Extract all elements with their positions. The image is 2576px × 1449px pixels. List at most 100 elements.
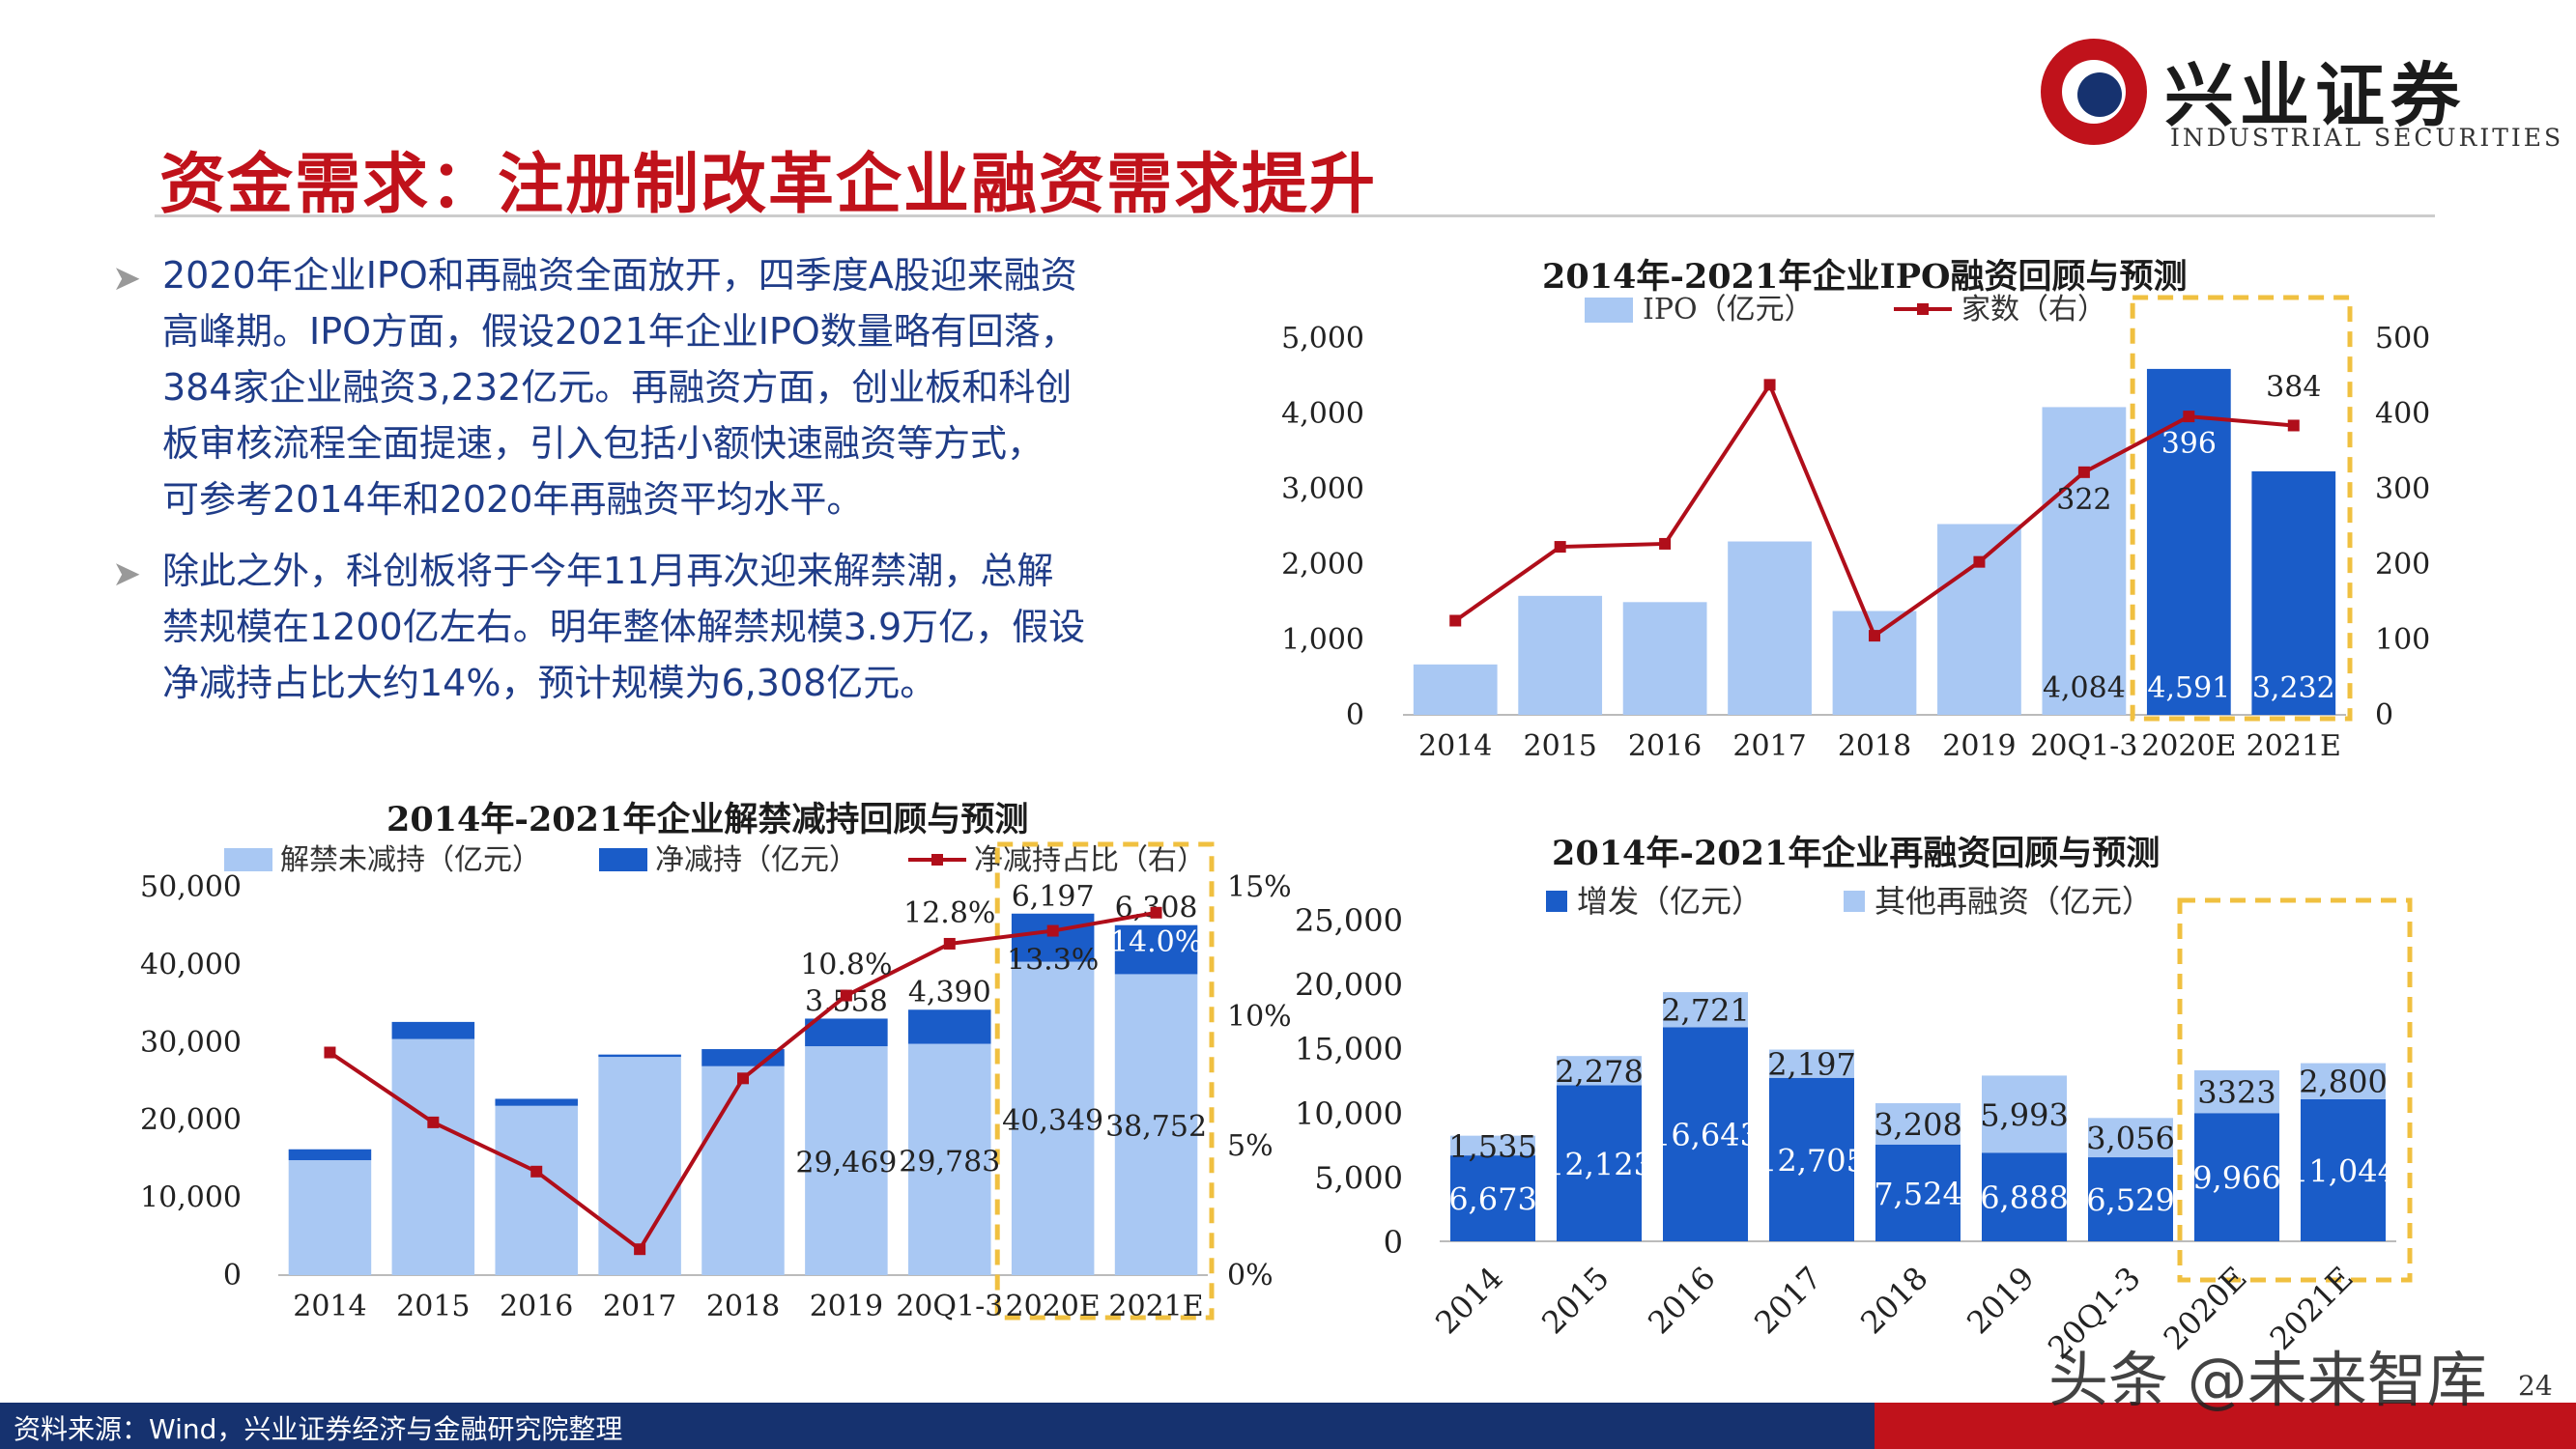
legend-label-unlocked: 解禁未减持（亿元） [280,843,541,877]
count-point [1659,537,1672,550]
bullet-line: 可参考2014年和2020年再融资平均水平。 [162,478,864,521]
y-left-tick: 25,000 [1295,902,1403,939]
bar-reduction [288,1149,372,1161]
addl-value-label: 7,524 [1874,1176,1962,1212]
y-left-tick: 40,000 [140,948,242,981]
bar-reduction [391,1021,475,1039]
legend-swatch-other [1844,891,1865,912]
source-note: 资料来源：Wind，兴业证券经济与金融研究院整理 [14,1413,623,1445]
bar-addl [1557,1085,1642,1241]
count-point [2077,466,2090,478]
legend-swatch-reduction [599,848,647,871]
other-value-label: 2,800 [2299,1064,2388,1100]
y-left-tick: 20,000 [1295,967,1403,1004]
bar-reduction [908,1009,991,1044]
legend-label-ratio: 净减持占比（右） [974,843,1206,877]
bar-unlocked [908,1043,991,1275]
legend-swatch-addl [1546,891,1567,912]
logo-inner-mark [2077,72,2122,117]
y-right-tick: 100 [2375,623,2430,657]
bar-reduction [598,1054,681,1058]
x-tick-label: 2015 [1534,1260,1616,1341]
y-right-tick: 0 [2375,698,2393,732]
bar-unlocked [391,1038,475,1275]
legend-swatch-ipo [1585,298,1633,323]
highlight-box [2177,897,2413,1283]
count-point [1973,555,1986,568]
x-tick-label: 2019 [1960,1260,2041,1341]
ratio-value-label: 10.8% [800,949,892,982]
y-left-tick: 20,000 [140,1103,242,1137]
x-tick-label: 2015 [1523,729,1596,763]
bullet-line: 除此之外，科创板将于今年11月再次迎来解禁潮，总解 [162,550,1054,592]
x-tick-label: 20Q1-3 [896,1290,1003,1323]
x-tick-label: 2014 [1428,1260,1509,1341]
bar-other [2088,1118,2173,1158]
y-left-tick: 30,000 [140,1026,242,1060]
bar-addl [2194,1113,2279,1241]
legend-marker-count [1917,303,1929,315]
x-tick-label: 2014 [1418,729,1492,763]
bullet-line: 384家企业融资3,232亿元。再融资方面，创业板和科创 [162,366,1073,409]
y-right-tick: 0% [1227,1259,1274,1293]
reduction-value-label: 6,197 [1012,880,1095,914]
bar-value-label: 3,232 [2252,671,2335,705]
x-tick-label: 2017 [603,1290,676,1323]
bar-value-label: 4,591 [2147,671,2230,705]
bar-reduction [1114,924,1198,975]
page-title: 资金需求：注册制改革企业融资需求提升 [159,147,1378,223]
bar-addl [1875,1144,1961,1241]
y-left-tick: 10,000 [140,1181,242,1215]
x-tick-label: 2019 [1942,729,2016,763]
bullet-arrow-icon: ➤ [112,259,142,298]
count-value-label: 384 [2266,370,2321,404]
y-right-tick: 5% [1227,1129,1274,1163]
x-tick-label: 2018 [1853,1260,1934,1341]
bar-other [1557,1056,1642,1086]
x-tick-label: 2017 [1732,729,1806,763]
other-value-label: 2,278 [1555,1053,1644,1090]
bar-other [1982,1075,2067,1153]
bullet-ipo-refinancing: ➤ 2020年企业IPO和再融资全面放开，四季度A股迎来融资 高峰期。IPO方面… [112,247,1274,527]
bar-unlocked [1011,961,1095,1275]
bar-unlocked [288,1160,372,1275]
y-left-tick: 4,000 [1281,397,1364,431]
bar-addl [1769,1077,1854,1241]
y-left-tick: 2,000 [1281,548,1364,582]
bar-other [1663,992,1748,1028]
other-value-label: 2,197 [1767,1046,1856,1083]
bar-unlocked [495,1105,578,1275]
bullet-line: 净减持占比大约14%，预计规模为6,308亿元。 [162,662,937,704]
refin-chart-title: 2014年-2021年企业再融资回顾与预测 [1552,834,2161,873]
x-tick-label: 2014 [293,1290,366,1323]
bullet-line: 高峰期。IPO方面，假设2021年企业IPO数量略有回落， [162,310,1077,353]
bar-ipo [2042,407,2127,715]
ratio-point [840,989,852,1002]
bar-other [1875,1103,1961,1145]
addl-value-label: 6,888 [1980,1179,2069,1216]
bar-ipo [2251,470,2336,715]
other-value-label: 5,993 [1980,1096,2069,1133]
addl-value-label: 9,966 [2192,1160,2281,1197]
ratio-point [427,1116,440,1128]
x-tick-label: 2016 [500,1290,573,1323]
bar-unlocked [598,1057,681,1275]
bar-other [1769,1049,1854,1078]
count-point [1763,379,1776,391]
ratio-point [943,937,956,950]
ratio-point [530,1165,543,1178]
y-left-tick: 0 [1384,1224,1403,1261]
ipo-chart-title: 2014年-2021年企业IPO融资回顾与预测 [1542,257,2188,297]
x-tick-label: 2020E [1006,1290,1101,1323]
count-point [1869,630,1880,642]
unlocked-value-label: 29,783 [899,1145,1000,1179]
bar-ipo [1622,602,1707,715]
y-left-tick: 50,000 [140,870,242,904]
y-right-tick: 500 [2375,322,2430,355]
bar-value-label: 4,084 [2043,671,2126,705]
legend-label-ipo: IPO（亿元） [1643,293,1814,327]
count-point [2183,411,2195,423]
bar-ipo [1728,541,1812,715]
ratio-point [737,1072,749,1085]
addl-value-label: 6,529 [2086,1182,2175,1219]
